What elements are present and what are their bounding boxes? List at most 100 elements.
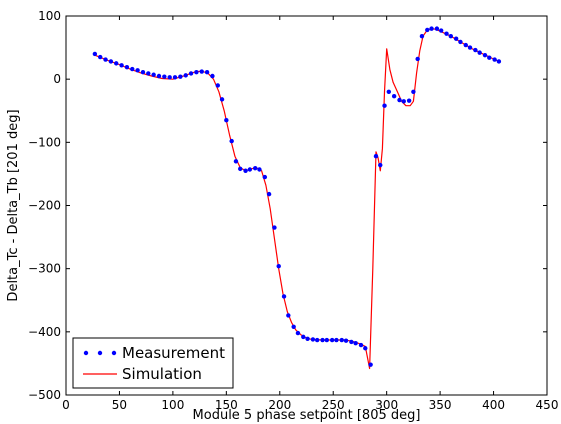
x-tick-label: 50 [112, 398, 127, 412]
x-tick-label: 200 [268, 398, 291, 412]
measurement-point [252, 166, 258, 171]
measurement-point [378, 162, 383, 168]
measurement-point [103, 57, 108, 62]
measurement-point [262, 174, 268, 180]
measurement-point [425, 27, 430, 33]
measurement-point [310, 337, 316, 342]
measurement-point [247, 167, 253, 172]
measurement-point [492, 57, 497, 62]
measurement-point [98, 54, 103, 60]
x-tick-label: 250 [322, 398, 345, 412]
legend-simulation-label: Simulation [122, 365, 202, 383]
x-tick-label: 450 [536, 398, 559, 412]
measurement-point [188, 71, 194, 76]
y-tick-label: −400 [28, 325, 61, 339]
measurement-point [114, 61, 119, 66]
legend-marker-dot [83, 350, 89, 356]
measurement-point [473, 47, 478, 53]
measurement-point [358, 342, 364, 348]
plot-area [65, 15, 548, 396]
measurement-point [130, 66, 135, 72]
measurement-point [119, 63, 124, 68]
measurement-point [458, 39, 463, 45]
legend-measurement-label: Measurement [122, 344, 225, 362]
measurement-point [291, 324, 296, 329]
measurement-point [224, 118, 229, 123]
measurement-point [411, 89, 416, 95]
measurement-point [151, 72, 156, 77]
measurement-point [353, 341, 358, 346]
measurement-point [156, 73, 162, 79]
measurement-point [419, 34, 425, 39]
measurement-point [434, 26, 440, 31]
x-tick-label: 150 [215, 398, 238, 412]
measurement-point [210, 73, 215, 79]
y-tick-label: −500 [28, 388, 61, 402]
x-tick-label: 100 [161, 398, 184, 412]
measurement-point [178, 74, 183, 79]
measurement-point [162, 74, 167, 79]
measurement-point [183, 73, 188, 78]
measurement-point [373, 154, 379, 159]
x-axis: 0 50 100 150 200 250 300 350 400 450 [62, 16, 558, 412]
measurement-point [140, 70, 146, 75]
measurement-point [272, 225, 277, 230]
measurement-point [233, 159, 239, 164]
measurement-point [276, 263, 281, 269]
measurement-point [487, 55, 492, 60]
simulation-series-layer [94, 28, 500, 370]
legend-box [72, 337, 234, 389]
legend-marker-dot [111, 350, 117, 356]
measurement-point [92, 51, 98, 57]
measurement-point [334, 337, 339, 343]
measurement-point [438, 28, 444, 33]
legend: Measurement Simulation [72, 337, 234, 389]
measurement-point [329, 337, 335, 343]
x-tick-label: 300 [375, 398, 398, 412]
y-tick-label: 100 [38, 9, 61, 23]
measurement-point [406, 98, 412, 103]
measurement-point [238, 166, 243, 172]
measurement-point [204, 70, 210, 75]
measurement-point [444, 31, 449, 36]
measurement-point [146, 71, 151, 76]
legend-measurement-marker [83, 350, 117, 356]
measurement-point [349, 339, 354, 345]
measurement-point [482, 52, 488, 58]
y-axis: −500 −400 −300 −200 −100 0 100 [28, 9, 547, 402]
measurement-point [295, 330, 301, 336]
y-tick-label: −200 [28, 199, 61, 213]
measurement-point [386, 89, 392, 95]
measurement-point [229, 138, 234, 144]
measurement-point [243, 168, 248, 173]
measurement-point [286, 313, 291, 318]
measurement-point [301, 334, 306, 340]
y-tick-label: −300 [28, 262, 61, 276]
measurement-point [167, 75, 172, 80]
measurement-point [305, 336, 310, 341]
y-axis-label: Delta_Tc - Delta_Tb [201 deg] [6, 109, 21, 301]
measurement-point [320, 337, 325, 343]
measurement-point [108, 59, 114, 64]
measurement-point [415, 56, 420, 62]
x-tick-label: 400 [482, 398, 505, 412]
x-tick-label: 0 [62, 398, 70, 412]
measurement-point [448, 34, 453, 39]
measurement-point [194, 70, 199, 75]
measurement-point [124, 64, 130, 70]
measurement-point [363, 346, 368, 351]
measurement-point [257, 167, 262, 172]
simulation-line [94, 28, 500, 370]
measurement-point [281, 294, 287, 299]
legend-marker-dot [97, 350, 103, 356]
measurement-point [215, 83, 220, 88]
y-tick-label: 0 [53, 72, 61, 86]
measurement-point [397, 97, 402, 103]
measurement-point [477, 50, 482, 55]
measurement-point [172, 75, 178, 80]
measurement-point [463, 42, 468, 48]
measurement-point [496, 59, 502, 64]
measurement-series-layer [92, 26, 502, 367]
measurement-point [453, 36, 459, 41]
